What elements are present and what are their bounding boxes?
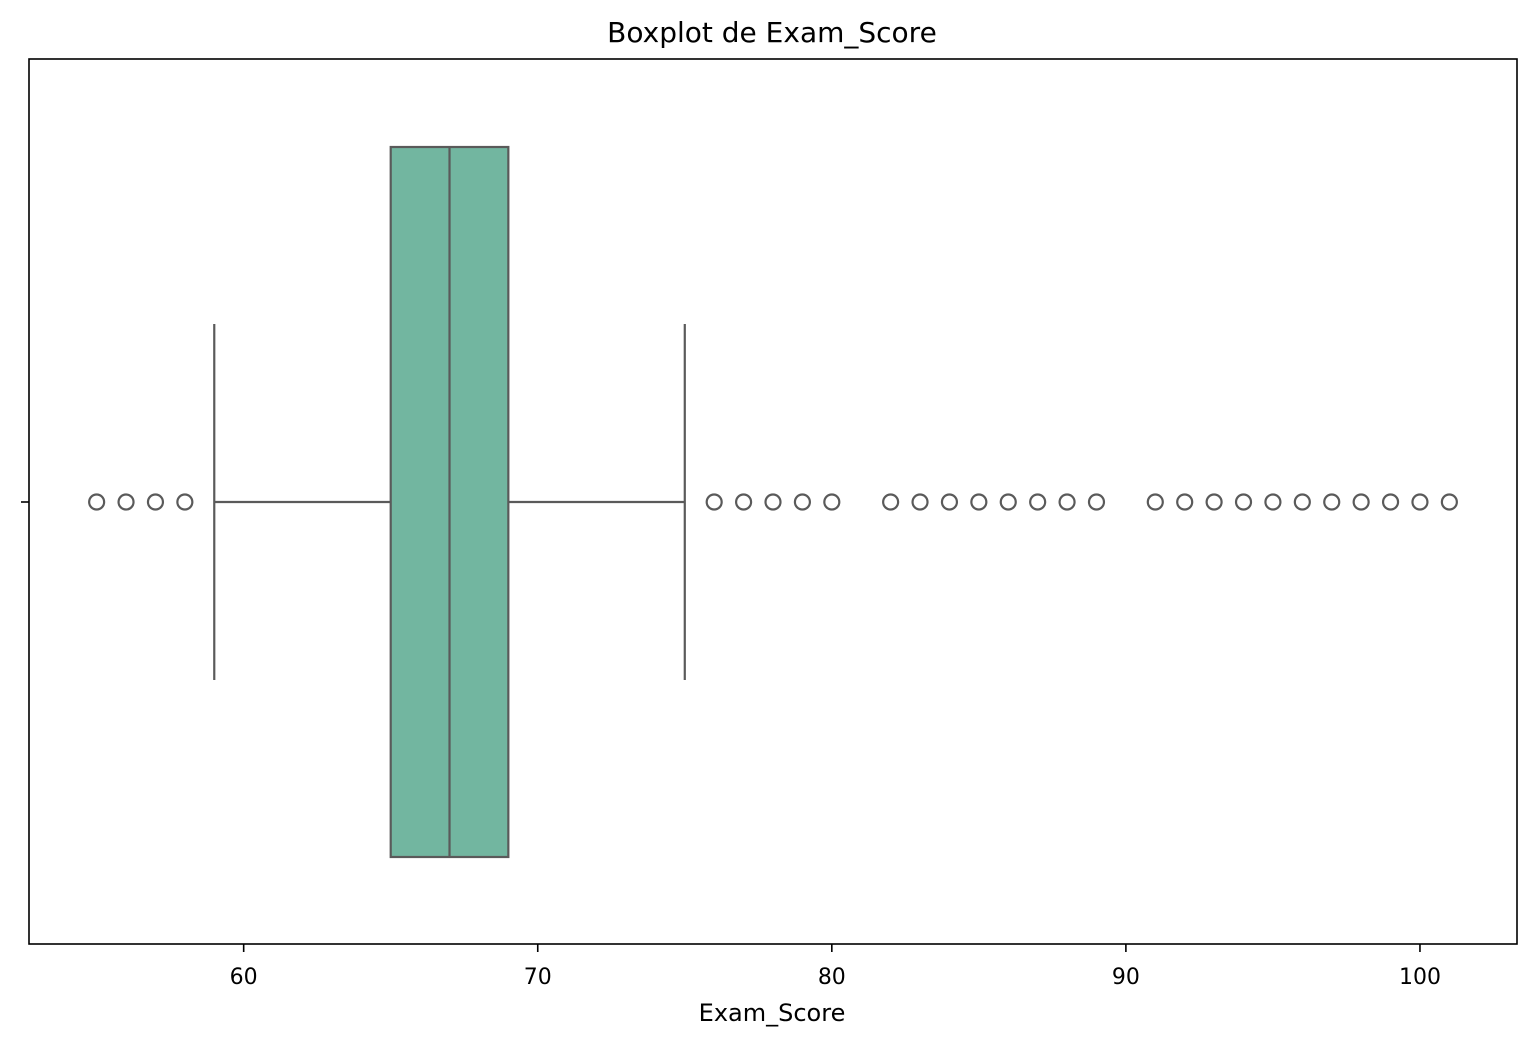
outlier-point [970, 493, 988, 511]
outlier-point [734, 493, 753, 511]
outlier-point [1293, 493, 1311, 511]
outlier-point [793, 493, 812, 511]
x-axis: 60 70 80 90 100 [230, 944, 1441, 990]
outlier-point [1411, 493, 1429, 511]
outlier-point [1352, 493, 1370, 511]
x-tick-label: 80 [818, 965, 846, 990]
outlier-point [146, 493, 165, 511]
outlier-point [1146, 493, 1164, 511]
outlier-point [1234, 493, 1253, 511]
outlier-point [1264, 493, 1282, 511]
outlier-point [911, 493, 929, 511]
outlier-point [1058, 493, 1076, 511]
outlier-point [1323, 493, 1341, 511]
x-tick-label: 70 [524, 965, 552, 990]
outlier-point [940, 493, 959, 511]
outlier-point [1029, 493, 1047, 511]
outlier-point [117, 493, 135, 511]
outlier-point [764, 493, 782, 511]
outlier-point [999, 493, 1017, 511]
outlier-point [1381, 493, 1400, 511]
x-tick-label: 100 [1399, 965, 1441, 990]
outlier-point [88, 493, 106, 511]
x-tick-label: 60 [230, 965, 258, 990]
chart-title: Boxplot de Exam_Score [607, 16, 937, 49]
outlier-point [1087, 493, 1106, 511]
x-tick-label: 90 [1112, 965, 1140, 990]
outlier-point [1440, 493, 1458, 511]
plot-area [88, 145, 1458, 859]
outlier-point [823, 493, 841, 511]
outlier-point [882, 493, 900, 511]
outlier-point [1176, 493, 1194, 511]
x-axis-label: Exam_Score [699, 999, 846, 1027]
outlier-point [176, 493, 194, 511]
outlier-point [705, 493, 723, 511]
outlier-point [1205, 493, 1223, 511]
